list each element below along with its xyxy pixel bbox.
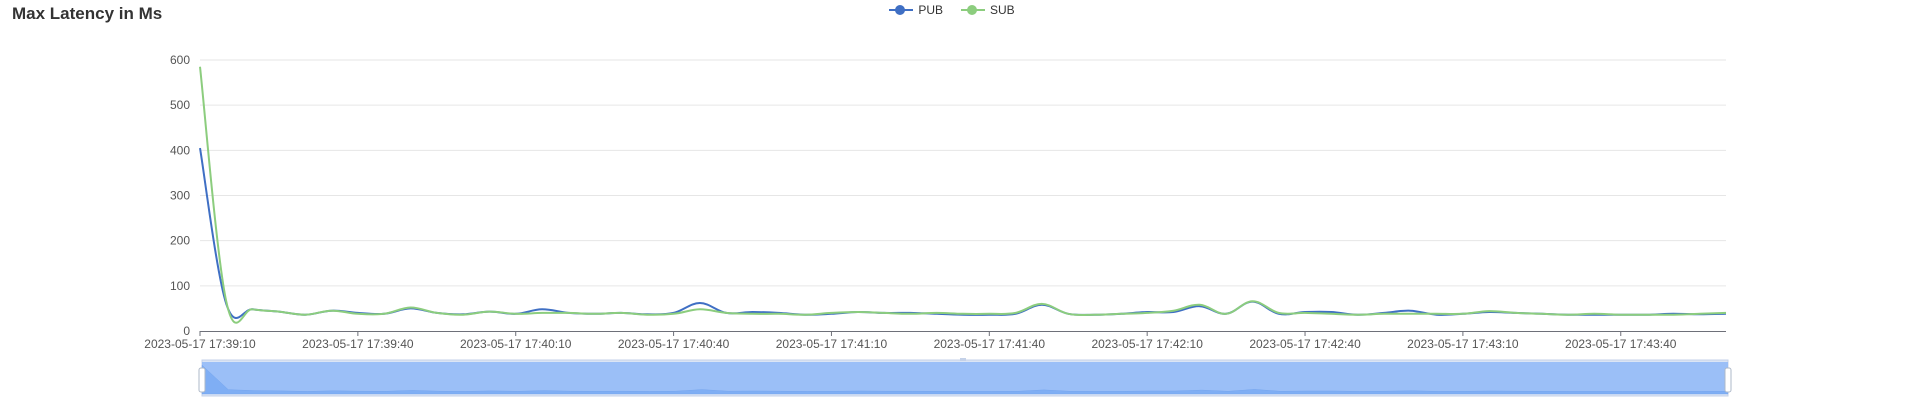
x-tick-label-9: 2023-05-17 17:43:40: [1565, 337, 1677, 351]
chart-legend: PUB SUB: [0, 3, 1912, 17]
x-tick-label-6: 2023-05-17 17:42:10: [1091, 337, 1203, 351]
chart-title: Max Latency in Ms: [12, 4, 163, 23]
legend-pub-icon: [889, 3, 914, 17]
zoom-handle-left[interactable]: [198, 367, 206, 393]
x-tick-label-8: 2023-05-17 17:43:10: [1407, 337, 1519, 351]
zoom-slider[interactable]: [198, 358, 1732, 397]
x-tick-label-1: 2023-05-17 17:39:40: [302, 337, 414, 351]
y-tick-label-200: 200: [170, 234, 190, 248]
zoom-selected-range: [202, 362, 1728, 394]
zoom-handle-right[interactable]: [1724, 367, 1732, 393]
x-tick-label-3: 2023-05-17 17:40:40: [618, 337, 730, 351]
grid-lines: [200, 59, 1726, 287]
zoom-preview-area: [201, 364, 1729, 395]
series-lines: [199, 66, 1727, 324]
y-tick-label-400: 400: [170, 143, 190, 157]
y-tick-label-100: 100: [170, 279, 190, 293]
x-tick-label-2: 2023-05-17 17:40:10: [460, 337, 572, 351]
series-line-sub: [199, 66, 1727, 324]
legend-item-sub[interactable]: SUB: [961, 3, 1015, 17]
y-tick-label-300: 300: [170, 189, 190, 203]
x-axis-ticks: 2023-05-17 17:39:10 2023-05-17 17:39:40 20…: [144, 331, 1677, 351]
y-axis-ticks: 0 100 200 300 400 500 600: [170, 53, 190, 338]
y-tick-label-600: 600: [170, 53, 190, 67]
legend-sub-icon: [961, 3, 985, 17]
legend-label-sub: SUB: [990, 3, 1015, 17]
y-tick-label-0: 0: [183, 324, 190, 338]
y-tick-label-500: 500: [170, 98, 190, 112]
series-line-pub: [199, 147, 1727, 319]
x-tick-label-4: 2023-05-17 17:41:10: [776, 337, 888, 351]
x-tick-label-5: 2023-05-17 17:41:40: [934, 337, 1046, 351]
legend-label-pub: PUB: [918, 3, 943, 17]
x-tick-label-7: 2023-05-17 17:42:40: [1249, 337, 1361, 351]
x-tick-label-0: 2023-05-17 17:39:10: [144, 337, 256, 351]
zoom-move-handle: [960, 358, 966, 361]
legend-item-pub[interactable]: PUB: [889, 3, 943, 17]
